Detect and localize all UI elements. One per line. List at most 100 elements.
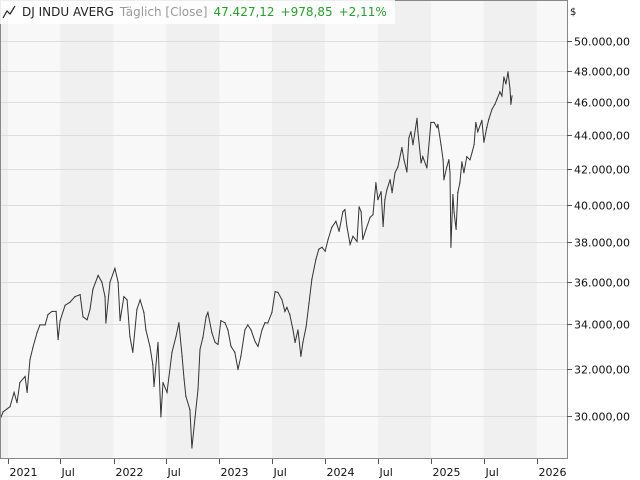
data-point (349, 243, 351, 245)
data-point (346, 225, 348, 227)
data-point (448, 159, 450, 161)
data-point (473, 144, 475, 146)
data-point (436, 126, 438, 129)
data-point (386, 189, 388, 191)
data-point (281, 299, 283, 301)
data-point (55, 310, 57, 313)
data-point (302, 341, 304, 344)
data-point (2, 411, 4, 413)
data-point (452, 193, 454, 196)
data-point (194, 416, 196, 418)
period-band (60, 0, 114, 458)
data-point (240, 355, 242, 357)
data-point (505, 83, 507, 85)
data-point (234, 351, 236, 353)
data-point (105, 322, 107, 324)
data-point (13, 391, 15, 393)
data-point (207, 311, 209, 314)
price-change: +978,85 (280, 5, 333, 19)
x-tick-label: Jul (167, 466, 181, 479)
data-point (261, 329, 263, 331)
data-point (338, 230, 340, 232)
data-point (264, 322, 266, 324)
y-tick-label: 50.000,00 (574, 36, 630, 49)
data-point (214, 341, 216, 344)
data-point (416, 117, 418, 119)
x-tick-label: 2024 (327, 466, 355, 479)
data-point (114, 267, 116, 269)
data-point (217, 343, 219, 346)
data-point (211, 332, 213, 334)
data-point (440, 144, 442, 146)
line-chart-icon (2, 5, 16, 19)
data-point (342, 211, 344, 213)
data-point (189, 409, 191, 411)
data-point (443, 179, 445, 181)
data-point (284, 310, 286, 313)
data-point (149, 345, 151, 348)
data-point (224, 322, 226, 324)
data-point (51, 310, 53, 313)
data-point (408, 137, 410, 139)
data-point (119, 320, 121, 322)
data-point (152, 363, 154, 366)
data-point (244, 329, 246, 331)
data-point (442, 159, 444, 161)
period-band (113, 0, 167, 458)
data-point (311, 278, 313, 280)
period-band (166, 0, 220, 458)
data-point (384, 199, 386, 201)
data-point (9, 406, 11, 408)
data-point (126, 299, 128, 301)
data-point (372, 213, 374, 216)
data-point (469, 159, 471, 161)
data-point (117, 281, 119, 283)
data-point (153, 385, 155, 388)
data-point (494, 103, 496, 105)
y-tick-label: 30.000,00 (574, 411, 630, 424)
data-point (477, 131, 479, 133)
data-point (352, 235, 354, 237)
data-point (507, 71, 509, 73)
data-point (297, 329, 299, 331)
data-point (289, 314, 291, 316)
period-mode[interactable]: Täglich [Close] (119, 5, 208, 19)
y-tick-label: 48.000,00 (574, 66, 630, 79)
data-point (157, 341, 159, 344)
data-point (175, 335, 177, 338)
data-point (369, 216, 371, 218)
data-point (160, 416, 162, 418)
y-tick-label: 32.000,00 (574, 364, 630, 377)
data-point (422, 156, 424, 158)
data-point (123, 296, 125, 298)
data-point (449, 172, 451, 174)
data-point (403, 159, 405, 161)
data-point (181, 355, 183, 357)
data-point (139, 299, 141, 301)
data-point (143, 311, 145, 314)
data-point (491, 108, 493, 110)
data-point (466, 156, 468, 158)
data-point (420, 162, 422, 164)
data-point (104, 296, 106, 298)
data-point (481, 119, 483, 121)
data-point (97, 274, 99, 277)
data-point (16, 402, 18, 404)
data-point (69, 301, 71, 303)
data-point (450, 246, 452, 248)
data-point (36, 332, 38, 334)
y-tick-label: 44.000,00 (574, 130, 630, 143)
data-point (360, 211, 362, 213)
data-point (57, 338, 59, 341)
y-tick-label: 46.000,00 (574, 97, 630, 110)
period-band (271, 0, 326, 458)
data-point (426, 167, 428, 169)
data-point (197, 388, 199, 391)
data-point (230, 345, 232, 348)
data-point (178, 322, 180, 324)
data-point (220, 320, 222, 322)
data-point (145, 329, 147, 331)
data-point (47, 314, 49, 316)
y-tick-label: 34.000,00 (574, 319, 630, 332)
